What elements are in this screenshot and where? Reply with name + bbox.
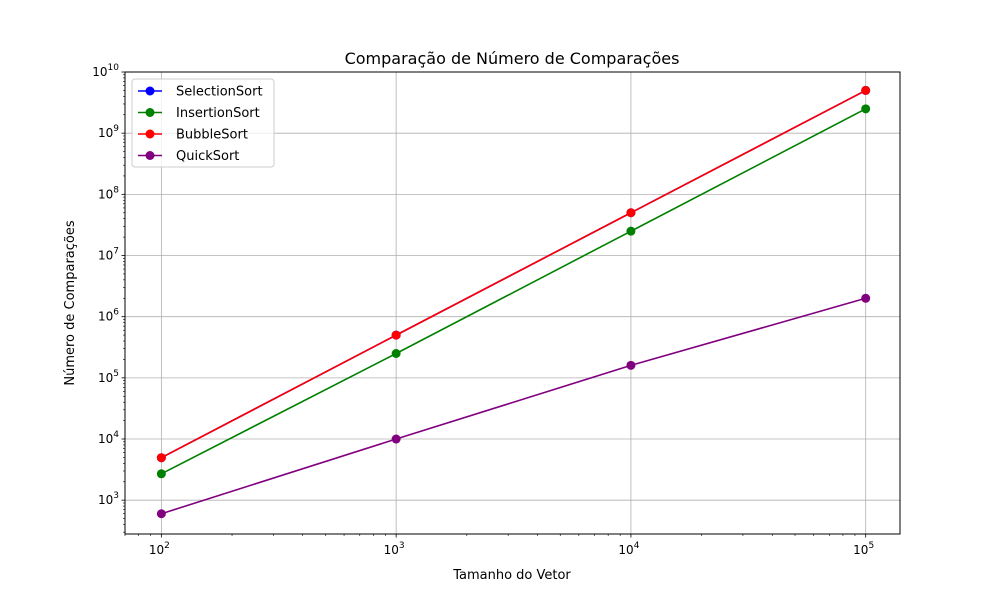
y-tick-label: 103	[98, 491, 119, 507]
quicksort-point	[156, 509, 166, 519]
legend-label-selectionsort: SelectionSort	[176, 85, 263, 100]
y-tick-label: 106	[98, 308, 119, 324]
y-tick-base: 10	[92, 65, 107, 79]
legend-label-bubblesort: BubbleSort	[176, 128, 248, 143]
x-tick-exponent: 5	[868, 541, 874, 551]
bubblesort-point	[391, 330, 401, 340]
legend-marker-insertionsort	[145, 108, 155, 117]
x-tick-label: 102	[149, 541, 170, 557]
y-tick-exponent: 4	[113, 430, 119, 440]
x-axis-label: Tamanho do Vetor	[452, 568, 571, 583]
y-tick-base: 10	[98, 371, 113, 385]
legend: SelectionSort InsertionSort BubbleSort Quic…	[131, 78, 275, 168]
y-tick-label: 1010	[92, 63, 119, 79]
y-tick-label: 104	[98, 430, 119, 446]
y-tick-base: 10	[98, 187, 113, 201]
insertionsort-line	[161, 108, 867, 475]
legend-label-quicksort: QuickSort	[176, 149, 239, 164]
insertionsort-point	[861, 104, 871, 114]
y-tick-exponent: 8	[113, 185, 119, 195]
insertionsort-point	[626, 226, 636, 236]
y-tick-base: 10	[98, 310, 113, 324]
x-tick-exponent: 3	[399, 541, 405, 551]
legend-marker-bubblesort	[145, 129, 155, 139]
x-tick-exponent: 4	[634, 541, 640, 551]
legend-box	[131, 78, 275, 168]
series-layer	[156, 85, 871, 519]
y-tick-exponent: 9	[113, 124, 119, 134]
y-tick-base: 10	[98, 493, 113, 507]
plot-frame	[124, 71, 901, 535]
y-tick-exponent: 6	[113, 308, 119, 318]
x-tick-label: 105	[853, 541, 874, 557]
y-tick-label: 109	[98, 124, 119, 140]
bubblesort-point	[156, 453, 166, 463]
x-tick-exponent: 2	[164, 541, 170, 551]
legend-marker-selectionsort	[145, 86, 155, 96]
y-tick-base: 10	[98, 249, 113, 263]
x-tick-label: 104	[618, 541, 639, 557]
chart-title: Comparação de Número de Comparações	[345, 49, 680, 68]
legend-label-insertionsort: InsertionSort	[176, 106, 260, 121]
quicksort-point	[626, 360, 636, 370]
y-tick-label: 105	[98, 369, 119, 385]
quicksort-point	[391, 434, 401, 444]
x-tick-base: 10	[384, 543, 399, 557]
y-tick-base: 10	[98, 126, 113, 140]
x-tick-label: 103	[384, 541, 405, 557]
legend-marker-quicksort	[145, 151, 155, 160]
y-tick-exponent: 3	[113, 491, 119, 501]
y-tick-base: 10	[98, 432, 113, 446]
y-tick-exponent: 7	[113, 247, 119, 257]
insertionsort-point	[156, 469, 166, 479]
y-tick-label: 108	[98, 185, 119, 201]
bubblesort-point	[626, 208, 636, 218]
x-tick-base: 10	[618, 543, 633, 557]
bubblesort-line	[160, 89, 867, 459]
x-tick-base: 10	[853, 543, 868, 557]
y-tick-label: 107	[98, 247, 119, 263]
quicksort-point	[861, 293, 871, 303]
bubblesort-point	[861, 85, 871, 95]
grid	[125, 71, 900, 534]
quicksort-line	[161, 297, 866, 515]
y-axis-label: Número de Comparações	[63, 220, 78, 385]
x-tick-base: 10	[149, 543, 164, 557]
y-tick-exponent: 10	[108, 63, 120, 73]
insertionsort-point	[391, 349, 401, 359]
y-tick-exponent: 5	[113, 369, 119, 379]
